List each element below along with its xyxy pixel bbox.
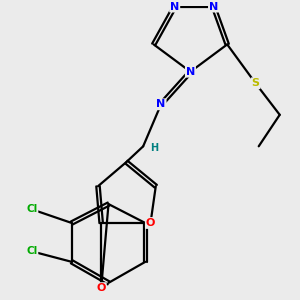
Text: O: O xyxy=(146,218,155,228)
Text: H: H xyxy=(150,143,158,153)
Text: O: O xyxy=(97,283,106,293)
Text: Cl: Cl xyxy=(26,246,38,256)
Text: N: N xyxy=(170,2,179,12)
Text: S: S xyxy=(252,78,260,88)
Text: N: N xyxy=(186,67,195,77)
Text: N: N xyxy=(156,99,166,109)
Text: Cl: Cl xyxy=(26,204,38,214)
Text: N: N xyxy=(209,2,218,12)
